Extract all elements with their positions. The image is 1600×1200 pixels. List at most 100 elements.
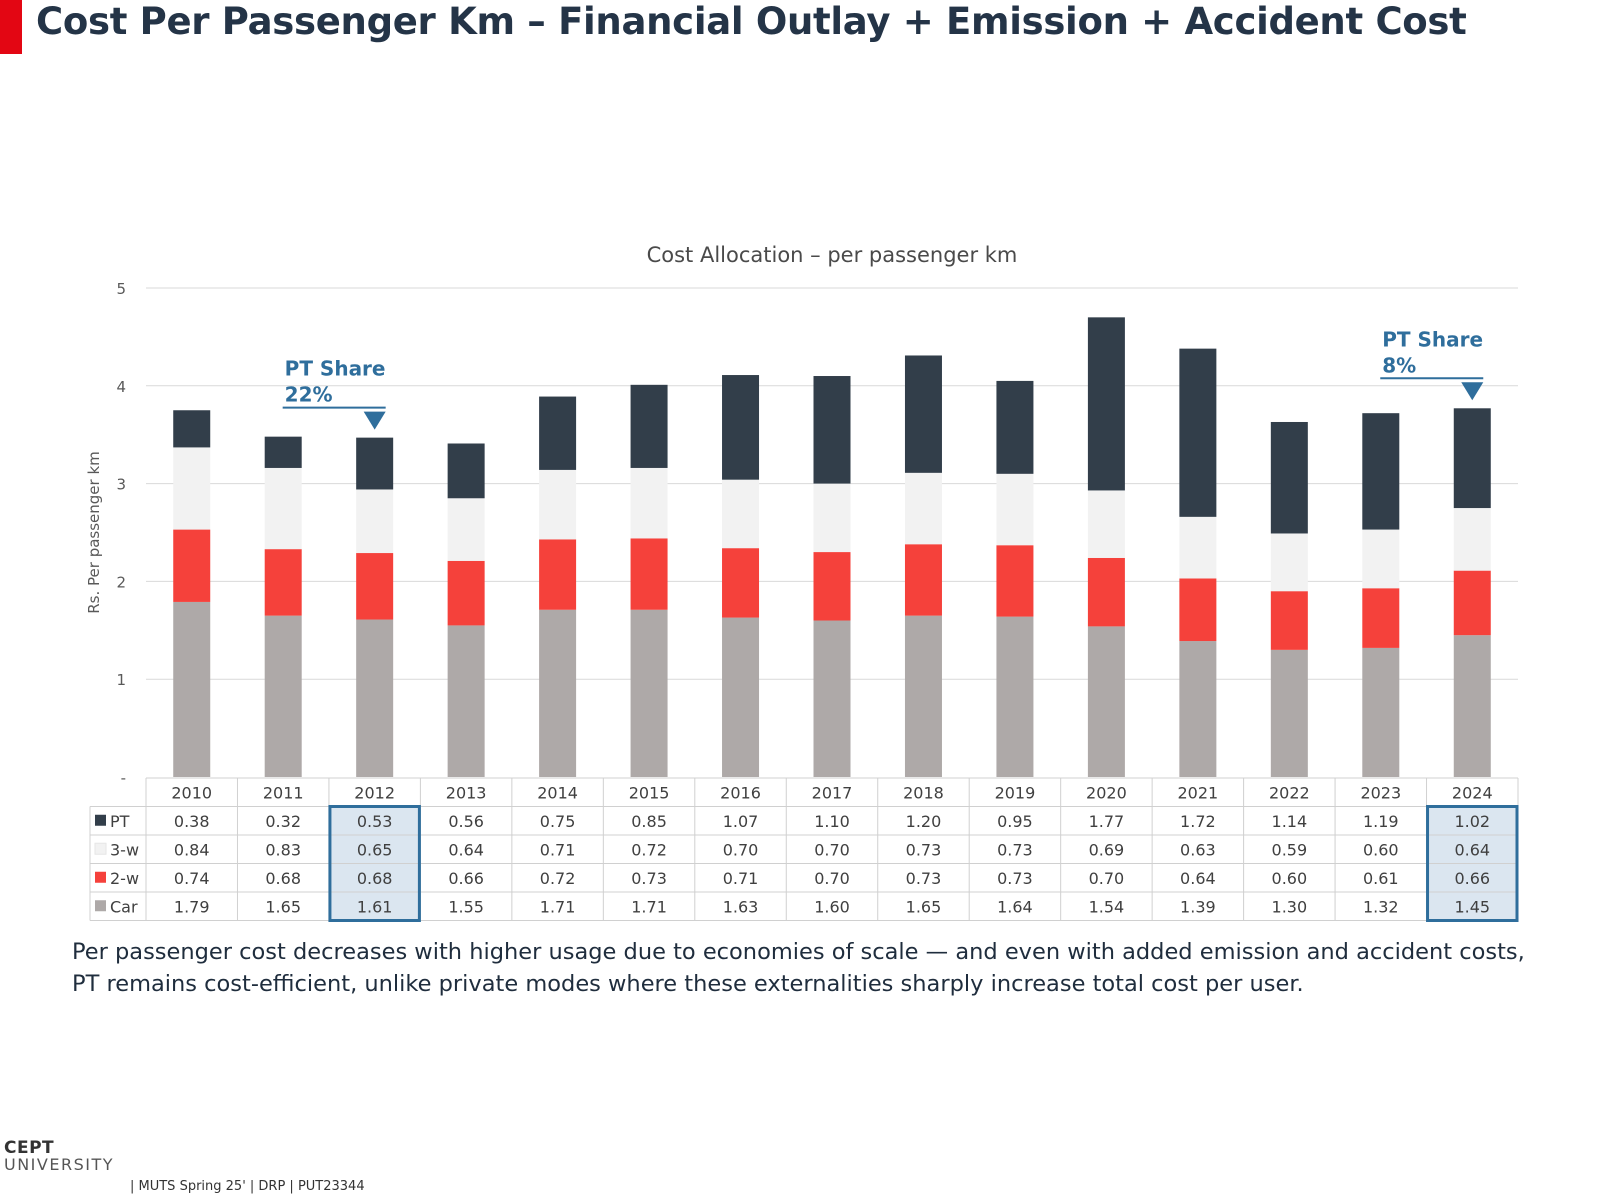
highlight-box-2012 <box>328 805 421 922</box>
bar-pt-2010 <box>173 410 211 448</box>
data-label-car-2012: 1.61 <box>357 897 393 916</box>
bar-3w-2022 <box>1270 533 1308 592</box>
bar-pt-2016 <box>722 375 760 480</box>
data-label-2w-2015: 0.73 <box>631 869 667 888</box>
bar-pt-2017 <box>813 376 851 484</box>
pt-share-label: PT Share <box>285 357 386 381</box>
bar-2w-2024 <box>1453 570 1491 636</box>
data-label-3w-2018: 0.73 <box>906 840 942 859</box>
bar-2w-2012 <box>356 553 394 620</box>
bar-3w-2015 <box>630 467 668 539</box>
bar-car-2016 <box>722 617 760 777</box>
x-tick-label: 2022 <box>1269 783 1310 802</box>
data-label-3w-2015: 0.72 <box>631 840 667 859</box>
bar-car-2017 <box>813 620 851 777</box>
data-label-car-2011: 1.65 <box>265 897 301 916</box>
y-tick-label: 2 <box>116 573 126 591</box>
data-label-car-2021: 1.39 <box>1180 897 1216 916</box>
cept-university-logo: CEPT UNIVERSITY <box>4 1140 114 1173</box>
bar-pt-2018 <box>904 355 942 473</box>
data-label-car-2015: 1.71 <box>631 897 667 916</box>
bar-car-2010 <box>173 601 211 777</box>
pt-share-arrow-icon <box>1461 382 1484 401</box>
highlight-box-2024 <box>1426 805 1519 922</box>
data-label-2w-2017: 0.70 <box>814 869 850 888</box>
bar-car-2011 <box>264 615 302 777</box>
data-label-2w-2021: 0.64 <box>1180 869 1216 888</box>
bar-car-2015 <box>630 609 668 777</box>
bar-pt-2021 <box>1179 348 1217 517</box>
chart-caption: Per passenger cost decreases with higher… <box>72 939 1525 997</box>
x-tick-label: 2013 <box>446 783 487 802</box>
data-label-2w-2016: 0.71 <box>723 869 759 888</box>
data-label-2w-2018: 0.73 <box>906 869 942 888</box>
data-label-3w-2022: 0.59 <box>1272 840 1308 859</box>
bar-pt-2014 <box>539 396 577 470</box>
bar-pt-2024 <box>1453 408 1491 509</box>
data-label-3w-2012: 0.65 <box>357 840 393 859</box>
legend-swatch-3w <box>94 842 107 855</box>
data-label-car-2010: 1.79 <box>174 897 210 916</box>
bar-2w-2016 <box>722 548 760 618</box>
y-tick-label: 5 <box>116 280 126 298</box>
bar-3w-2013 <box>447 498 485 561</box>
data-label-2w-2013: 0.66 <box>448 869 484 888</box>
legend-label-3w: 3-w <box>110 840 139 859</box>
data-label-3w-2024: 0.64 <box>1454 840 1490 859</box>
data-label-pt-2023: 1.19 <box>1363 812 1399 831</box>
data-label-pt-2012: 0.53 <box>357 812 393 831</box>
data-label-pt-2010: 0.38 <box>174 812 210 831</box>
data-label-car-2014: 1.71 <box>540 897 576 916</box>
x-tick-label: 2024 <box>1452 783 1493 802</box>
slide-title: Cost Per Passenger Km – Financial Outlay… <box>36 0 1467 43</box>
x-tick-label: 2019 <box>995 783 1036 802</box>
bar-pt-2019 <box>996 380 1034 474</box>
data-label-3w-2017: 0.70 <box>814 840 850 859</box>
data-label-3w-2011: 0.83 <box>265 840 301 859</box>
data-label-3w-2021: 0.63 <box>1180 840 1216 859</box>
bar-3w-2011 <box>264 467 302 550</box>
data-label-2w-2014: 0.72 <box>540 869 576 888</box>
data-label-car-2017: 1.60 <box>814 897 850 916</box>
data-label-2w-2020: 0.70 <box>1089 869 1125 888</box>
data-label-2w-2012: 0.68 <box>357 869 393 888</box>
bar-pt-2012 <box>356 437 394 490</box>
bar-2w-2017 <box>813 552 851 621</box>
bar-car-2020 <box>1087 626 1125 777</box>
data-label-car-2018: 1.65 <box>906 897 942 916</box>
bar-2w-2019 <box>996 545 1034 617</box>
pt-share-label: PT Share <box>1382 327 1483 351</box>
data-label-2w-2023: 0.61 <box>1363 869 1399 888</box>
data-label-pt-2017: 1.10 <box>814 812 850 831</box>
data-label-car-2020: 1.54 <box>1089 897 1125 916</box>
bar-car-2014 <box>539 609 577 777</box>
legend-label-pt: PT <box>110 812 130 831</box>
bar-2w-2011 <box>264 549 302 616</box>
data-label-pt-2022: 1.14 <box>1272 812 1308 831</box>
data-label-pt-2015: 0.85 <box>631 812 667 831</box>
legend-swatch-car <box>95 900 106 912</box>
data-label-pt-2013: 0.56 <box>448 812 484 831</box>
data-label-3w-2019: 0.73 <box>997 840 1033 859</box>
bar-2w-2020 <box>1087 557 1125 627</box>
stacked-bar-chart: Cost Allocation – per passenger km - 1 2 3 4 5… <box>85 243 1519 922</box>
bar-car-2024 <box>1453 635 1491 777</box>
legend-swatch-2w <box>95 871 106 883</box>
pt-share-value: 8% <box>1382 353 1416 377</box>
bar-3w-2023 <box>1362 529 1400 589</box>
footer-course-text: | MUTS Spring 25' | DRP | PUT23344 <box>130 1179 365 1194</box>
data-label-pt-2016: 1.07 <box>723 812 759 831</box>
bar-car-2021 <box>1179 641 1217 777</box>
bar-car-2022 <box>1270 649 1308 777</box>
bar-pt-2013 <box>447 443 485 499</box>
data-label-3w-2020: 0.69 <box>1089 840 1125 859</box>
data-label-car-2022: 1.30 <box>1272 897 1308 916</box>
x-tick-label: 2018 <box>903 783 944 802</box>
pt-share-arrow-icon <box>363 411 386 430</box>
data-label-2w-2011: 0.68 <box>265 869 301 888</box>
y-tick-label: 1 <box>116 671 126 689</box>
data-label-3w-2013: 0.64 <box>448 840 484 859</box>
data-label-pt-2024: 1.02 <box>1454 812 1490 831</box>
bar-3w-2016 <box>722 479 760 549</box>
data-label-2w-2010: 0.74 <box>174 869 210 888</box>
